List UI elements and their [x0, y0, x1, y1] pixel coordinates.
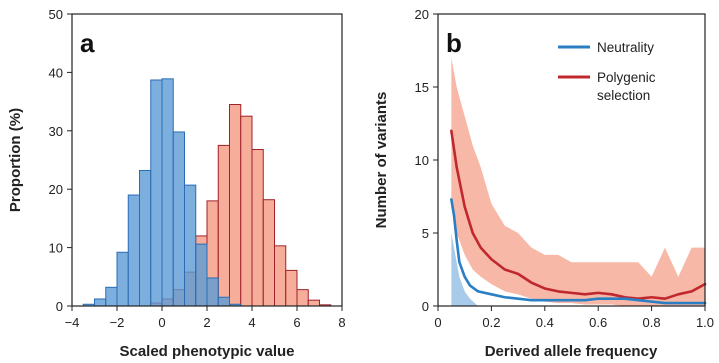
panel-b-xtick-label: 0.2 [482, 315, 500, 330]
panel-a-bar-s0-12 [217, 296, 230, 307]
panel-b-xtick-label: 0.8 [643, 315, 661, 330]
panel-a-ytick-label: 40 [49, 65, 63, 80]
panel-b-ytick-label: 10 [415, 153, 429, 168]
panel-b-area-chart: 0 0.2 0.4 0.6 0.8 1.0 0 5 10 15 20 b Derived allel… [373, 7, 714, 360]
panel-b-legend: Neutrality Polygenic selection [558, 40, 656, 103]
panel-a-bar-s1-9 [251, 148, 264, 307]
panel-a-ticks: −4 −2 0 2 4 6 8 0 10 20 30 40 50 [49, 7, 346, 330]
panel-a-ylabel: Proportion (%) [7, 108, 24, 212]
panel-a-bar-s0-6 [150, 79, 163, 307]
panel-a-ytick-label: 0 [56, 299, 63, 314]
panel-b-ytick-label: 20 [415, 7, 429, 22]
panel-b-ticks: 0 0.2 0.4 0.6 0.8 1.0 0 5 10 15 20 [415, 7, 715, 330]
panel-a-ytick-label: 10 [49, 241, 63, 256]
panel-a-xtick-label: −4 [65, 315, 80, 330]
panel-a-bar-s0-10 [195, 243, 208, 307]
panel-a-ytick-label: 30 [49, 124, 63, 139]
panel-b-bands [451, 57, 705, 306]
panel-b-band-polygenic-selection [451, 57, 705, 306]
legend-label-polygenic-line1: Polygenic [597, 70, 656, 85]
panel-a-xtick-label: −2 [110, 315, 125, 330]
panel-b-ylabel: Number of variants [373, 92, 390, 229]
panel-a-xtick-label: 2 [203, 315, 210, 330]
legend-label-polygenic-line2: selection [597, 88, 650, 103]
panel-a-bar-s0-4 [127, 194, 140, 307]
panel-b-xtick-label: 0.6 [589, 315, 607, 330]
panel-b-ytick-label: 15 [415, 80, 429, 95]
panel-a-xtick-label: 6 [293, 315, 300, 330]
panel-b-line-neutrality [450, 198, 707, 305]
panel-a-xlabel: Scaled phenotypic value [119, 343, 294, 360]
panel-a-xtick-label: 8 [338, 315, 345, 330]
panel-a-bar-s0-2 [105, 286, 118, 307]
legend-label-neutrality: Neutrality [597, 40, 654, 55]
panel-b-line-polygenic-selection [450, 129, 707, 300]
panel-b-xtick-label: 0 [434, 315, 441, 330]
panel-a-xtick-label: 0 [158, 315, 165, 330]
panel-a-histogram: −4 −2 0 2 4 6 8 0 10 20 30 40 50 a Scaled phenotypic… [7, 7, 346, 360]
panel-a-bar-s0-8 [172, 131, 185, 307]
panel-a-xtick-label: 4 [248, 315, 255, 330]
panel-a-bar-s1-7 [229, 104, 242, 307]
panel-a-bar-s0-9 [184, 184, 197, 307]
panel-b-xlabel: Derived allele frequency [485, 343, 658, 360]
panel-b-lines [450, 129, 707, 305]
panel-a-bar-s1-13 [296, 289, 309, 307]
panel-a-bar-s1-12 [285, 269, 298, 307]
panel-a-ytick-label: 50 [49, 7, 63, 22]
panel-b-ytick-label: 5 [422, 226, 429, 241]
panel-a-bar-s0-1 [94, 298, 107, 307]
panel-a-bar-s1-11 [274, 245, 287, 307]
panel-a-bar-s0-7 [161, 78, 174, 307]
panel-b-ytick-label: 0 [422, 299, 429, 314]
panel-a-bar-s1-6 [217, 144, 230, 307]
panel-b-letter: b [446, 28, 462, 58]
panel-a-bar-s0-3 [116, 251, 129, 307]
panel-b-xtick-label: 1.0 [696, 315, 714, 330]
panel-a-bar-s1-8 [240, 115, 253, 307]
panel-a-bar-s1-10 [262, 199, 275, 307]
panel-a-bar-s0-11 [206, 277, 219, 307]
panel-a-letter: a [80, 28, 95, 58]
panel-a-bar-s0-5 [139, 170, 152, 307]
panel-a-bar-s1-14 [307, 299, 320, 307]
panel-b-xtick-label: 0.4 [536, 315, 554, 330]
panel-a-ytick-label: 20 [49, 182, 63, 197]
